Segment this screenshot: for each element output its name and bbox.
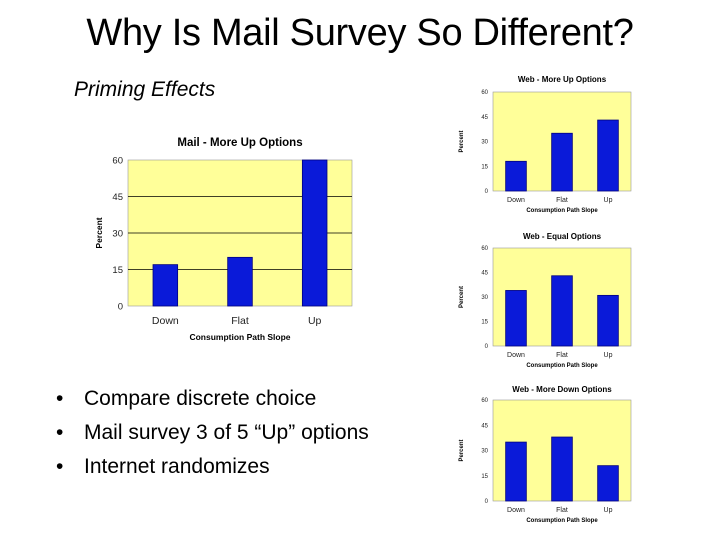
bar-up [597,465,619,502]
chart-mail: Mail - More Up Options 0 15 30 45 60 Down Flat U… [94,137,353,342]
x-axis-label: Consumption Path Slope [526,363,598,369]
bar-flat [227,256,253,307]
slide-title: Why Is Mail Survey So Different? [86,12,634,54]
y-tick-label: 15 [481,320,488,326]
bullet-list: Compare discrete choice Mail survey 3 of… [56,382,369,484]
y-tick-label: 0 [485,344,489,350]
x-tick-label: Down [507,507,525,514]
y-tick-label: 30 [112,228,123,239]
x-tick-label: Flat [556,507,568,514]
y-axis-label: Percent [459,439,465,461]
bar-up [597,119,619,192]
x-tick-label: Up [308,315,322,327]
bar-flat [551,132,573,192]
slide-subtitle: Priming Effects [74,78,216,101]
x-tick-label: Flat [556,352,568,359]
y-axis-label: Percent [94,217,104,248]
y-tick-label: 0 [485,189,489,195]
x-tick-label: Flat [231,315,249,327]
bar-down [505,160,527,192]
x-tick-label: Down [507,352,525,359]
bar-down [152,264,179,307]
bullet-item: Internet randomizes [56,450,369,484]
x-tick-label: Up [604,507,613,514]
y-tick-label: 30 [481,140,488,146]
bar-up [301,159,328,307]
chart-web-equal: Web - Equal Options 0 15 30 45 60 Down Flat Up Co… [459,232,632,369]
bar-flat [551,436,573,502]
y-tick-label: 30 [481,295,488,301]
chart-web-more-down: Web - More Down Options 0 15 30 45 60 Down Flat… [459,385,632,524]
y-tick-label: 15 [481,164,488,170]
y-tick-label: 15 [112,265,123,276]
y-tick-label: 45 [481,423,488,429]
bar-down [505,441,527,502]
y-tick-label: 60 [481,90,488,96]
y-tick-label: 30 [481,449,488,455]
x-tick-label: Up [604,197,613,204]
x-axis-label: Consumption Path Slope [189,332,290,342]
bar-down [505,290,527,347]
bullet-item: Mail survey 3 of 5 “Up” options [56,416,369,450]
y-tick-label: 60 [112,155,123,166]
chart-web-more-up: Web - More Up Options 0 15 30 45 60 Down Flat Up… [459,75,632,214]
y-tick-label: 15 [481,474,488,480]
y-tick-label: 45 [112,192,123,203]
chart-title: Web - More Down Options [512,385,612,394]
bar-up [597,294,619,347]
x-tick-label: Flat [556,197,568,204]
bullet-item: Compare discrete choice [56,382,369,416]
y-tick-label: 45 [481,115,488,121]
x-tick-label: Down [152,315,179,327]
y-axis-label: Percent [459,130,465,152]
y-tick-label: 0 [485,499,489,505]
y-tick-label: 60 [481,398,488,404]
y-tick-label: 45 [481,271,488,277]
chart-title: Web - More Up Options [518,75,607,84]
y-axis-label: Percent [459,286,465,308]
x-axis-label: Consumption Path Slope [526,518,598,524]
bar-flat [551,275,573,347]
x-tick-label: Up [604,352,613,359]
x-axis-label: Consumption Path Slope [526,208,598,214]
chart-title: Mail - More Up Options [177,137,302,149]
y-tick-label: 0 [118,301,123,312]
x-tick-label: Down [507,197,525,204]
chart-title: Web - Equal Options [523,232,602,241]
y-tick-label: 60 [481,246,488,252]
